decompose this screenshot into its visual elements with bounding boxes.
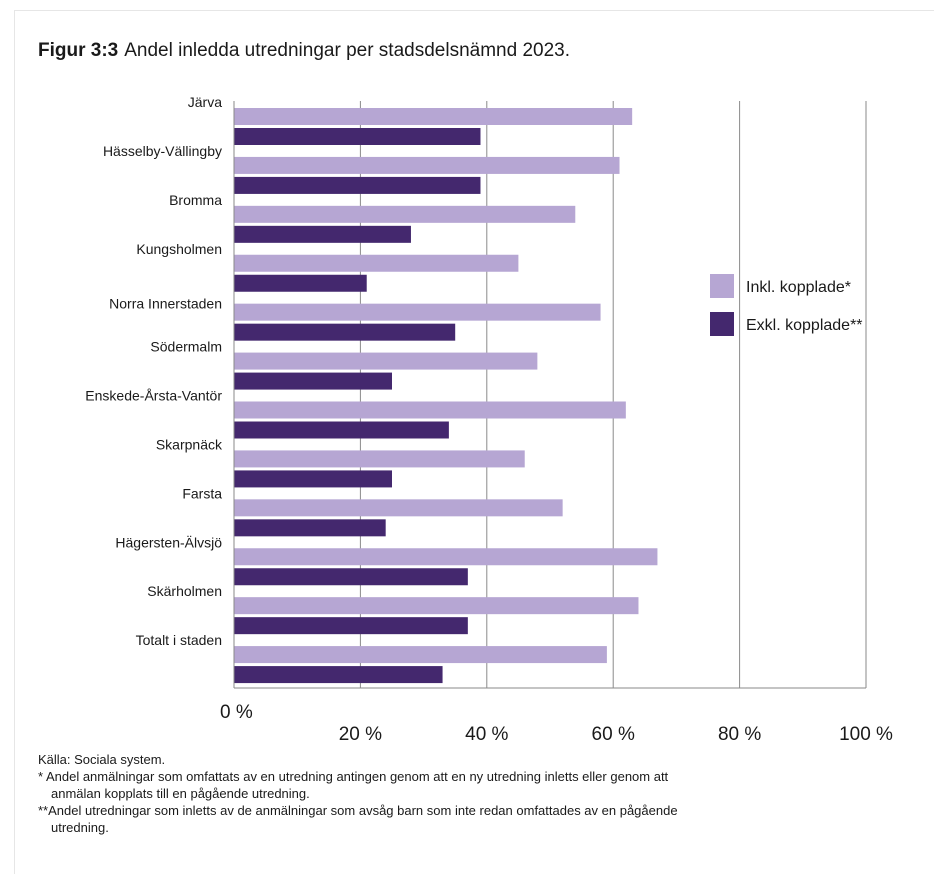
bar-inkl-4: [234, 254, 519, 272]
category-label: Norra Innerstaden: [109, 296, 222, 312]
x-tick-label: 100 %: [839, 724, 893, 745]
bar-exkl-5: [234, 323, 456, 341]
x-tick-label: 20 %: [339, 724, 382, 745]
x-tick-label: 40 %: [465, 724, 508, 745]
footnote-1-line-2: anmälan kopplats till en pågående utredn…: [51, 786, 310, 801]
bar-inkl-3: [234, 205, 576, 223]
bar-exkl-8: [234, 470, 392, 488]
category-label: Bromma: [169, 192, 222, 208]
category-label: Skärholmen: [147, 583, 222, 599]
bar-inkl-9: [234, 499, 563, 517]
category-label: Totalt i staden: [136, 632, 222, 648]
category-label: Hägersten-Älvsjö: [115, 534, 222, 550]
bar-inkl-5: [234, 303, 601, 321]
x-tick-label: 60 %: [592, 724, 635, 745]
bar-inkl-2: [234, 156, 620, 174]
legend-swatch-exkl: [710, 312, 734, 336]
bar-inkl-6: [234, 352, 538, 370]
category-label: Järva: [188, 94, 222, 110]
x-tick-label: 80 %: [718, 724, 761, 745]
bar-exkl-2: [234, 176, 481, 194]
figure-label: Figur 3:3: [38, 40, 119, 61]
bar-exkl-10: [234, 568, 468, 586]
bar-exkl-6: [234, 372, 392, 390]
category-label: Enskede-Årsta-Vantör: [85, 388, 222, 404]
category-label: Hässelby-Vällingby: [103, 143, 222, 159]
bar-exkl-7: [234, 421, 449, 439]
x-tick-label: 0 %: [220, 702, 253, 723]
frame-left-border: [14, 10, 15, 874]
category-label: Skarpnäck: [156, 436, 223, 452]
bar-exkl-11: [234, 617, 468, 635]
figure-title-text: Andel inledda utredningar per stadsdelsn…: [124, 40, 570, 61]
bar-exkl-9: [234, 519, 386, 537]
legend-swatch-inkl: [710, 274, 734, 298]
bar-inkl-7: [234, 401, 626, 419]
category-label: Farsta: [182, 485, 222, 501]
legend-label: Inkl. kopplade*: [746, 279, 851, 296]
bar-inkl-8: [234, 450, 525, 468]
bar-inkl-10: [234, 548, 658, 566]
bar-exkl-4: [234, 274, 367, 292]
bar-exkl-1: [234, 128, 481, 145]
bar-exkl-12: [234, 666, 443, 684]
footnote-2-line-1: **Andel utredningar som inletts av de an…: [38, 803, 678, 818]
source-note: Källa: Sociala system.: [38, 752, 166, 767]
bar-exkl-3: [234, 225, 411, 243]
figure-title: Figur 3:3 Andel inledda utredningar per s…: [38, 40, 570, 62]
bar-inkl-11: [234, 597, 639, 615]
footnote-2-line-2: utredning.: [51, 820, 109, 835]
legend-label: Exkl. kopplade**: [746, 317, 863, 334]
bar-inkl-1: [234, 108, 633, 125]
bar-inkl-12: [234, 646, 607, 664]
footnote-1-line-1: * Andel anmälningar som omfattats av en …: [38, 769, 669, 784]
category-label: Kungsholmen: [136, 241, 222, 257]
category-label: Södermalm: [150, 339, 222, 355]
frame-top-border: [14, 10, 934, 11]
notes: Källa: Sociala system. * Andel anmälning…: [38, 751, 918, 836]
